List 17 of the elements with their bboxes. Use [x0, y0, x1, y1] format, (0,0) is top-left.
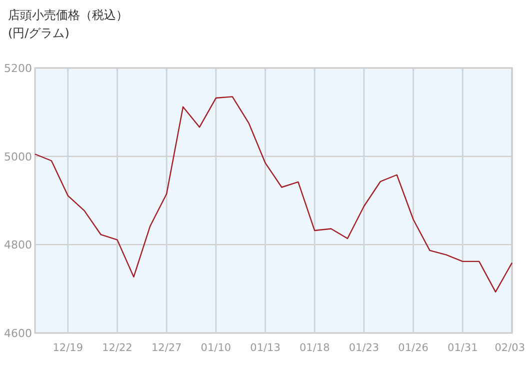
y-tick-label: 5200: [4, 62, 32, 75]
y-tick-label: 4800: [4, 238, 32, 252]
chart-subtitle: (円/グラム): [8, 26, 70, 40]
x-tick-label: 12/27: [151, 342, 182, 354]
x-tick-label: 01/31: [448, 342, 478, 354]
line-series: [34, 96, 513, 293]
y-tick-label: 5000: [4, 150, 32, 164]
x-tick-label: 12/22: [102, 342, 132, 354]
x-tick-label: 01/13: [250, 342, 280, 354]
x-tick-label: 01/23: [348, 342, 380, 354]
x-tick-label: 02/03: [494, 342, 525, 354]
x-tick-label: 01/26: [398, 342, 429, 354]
y-tick-label: 4600: [4, 327, 32, 340]
chart-title: 店頭小売価格（税込）: [8, 8, 128, 22]
x-tick-label: 01/18: [299, 342, 330, 354]
x-tick-label: 12/19: [52, 342, 84, 354]
x-tick-label: 01/10: [200, 342, 232, 354]
